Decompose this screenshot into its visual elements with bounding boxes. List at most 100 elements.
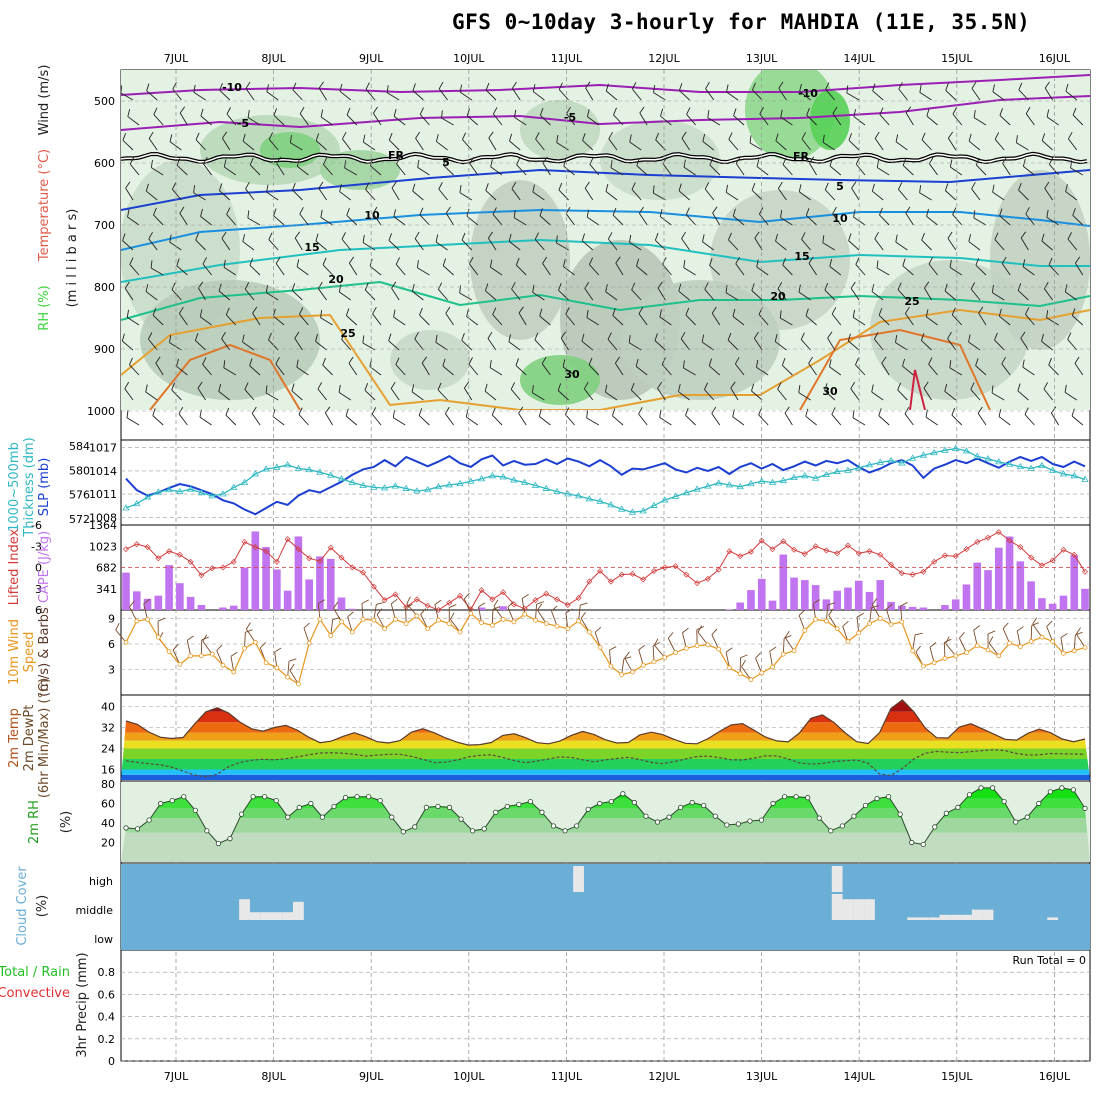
barb-shaft (659, 416, 672, 426)
barb-flag (631, 82, 637, 90)
wind10-point (543, 621, 549, 626)
barb-shaft (178, 413, 188, 426)
wind10-plot (115, 592, 1088, 687)
barb-shaft (376, 614, 386, 629)
wind-barb (781, 357, 793, 376)
date-label-bottom: 11JUL (551, 1070, 583, 1083)
wind10-point (166, 649, 172, 655)
wind-barb (952, 207, 963, 226)
barb-shaft (146, 190, 158, 201)
barb-flag (346, 207, 350, 216)
wind-barb (195, 232, 206, 251)
li-tick-label: -6 (31, 519, 42, 532)
barb-shaft (122, 240, 134, 251)
wind-barb (756, 159, 769, 176)
wind-barb (565, 206, 575, 226)
barb-flag (824, 282, 829, 291)
barb-flag (365, 182, 370, 190)
barb-shaft (621, 658, 625, 675)
barb-flag (292, 82, 297, 90)
ylabel-lifted-index: Lifted Index (7, 528, 22, 605)
barb-shaft (315, 140, 327, 151)
rh2m-point (885, 794, 892, 800)
barb-shaft (442, 265, 454, 276)
barb-flag (1043, 281, 1049, 289)
wind-barb (708, 358, 721, 376)
lifted-index-point (607, 578, 614, 585)
barb-flag (874, 131, 880, 139)
barb-shaft (126, 417, 140, 426)
barb-flag (779, 310, 782, 319)
wind-barb (145, 284, 158, 301)
wind10-point (1039, 634, 1045, 640)
rh2m-point (608, 798, 614, 805)
barb-shaft (968, 140, 981, 151)
wind-barb (487, 331, 497, 351)
lifted-index-point (1049, 557, 1056, 564)
wind-barb (226, 107, 237, 126)
barb-flag (219, 82, 223, 91)
barb-shaft (832, 113, 842, 126)
barb-shaft (878, 314, 890, 326)
rh2m-point (1047, 789, 1053, 795)
rh-band (121, 798, 1090, 809)
barb-shaft (532, 91, 545, 101)
barb-shaft (756, 166, 769, 176)
thickness-point (779, 476, 787, 484)
lifted-index-point (1038, 562, 1045, 569)
barb-flag (615, 356, 620, 364)
barb-shaft (347, 616, 353, 633)
barb-flag (265, 284, 268, 293)
barb-shaft (242, 341, 255, 351)
thickness-point (186, 485, 195, 492)
lifted-index-line (125, 531, 1086, 611)
barb-flag (827, 602, 836, 606)
barb-flag (902, 258, 906, 266)
wind-barb (121, 333, 134, 351)
barb-flag (749, 135, 752, 144)
thickness-point (219, 490, 227, 497)
cape-bar (887, 601, 895, 610)
barb-flag (249, 358, 253, 366)
barb-shaft (417, 166, 430, 176)
rh2m-point (689, 799, 695, 806)
barb-flag (751, 182, 756, 191)
barb-shaft (395, 364, 406, 376)
barb-flag (878, 408, 882, 416)
barb-shaft (782, 164, 793, 176)
wind10-point (414, 613, 420, 619)
cloud-bar-middle (239, 899, 250, 920)
wind-barb (683, 159, 696, 176)
barb-shaft (176, 265, 188, 276)
barb-flag (799, 83, 802, 92)
barb-flag (225, 307, 230, 315)
barb-shaft (1065, 90, 1078, 101)
barb-flag (318, 81, 324, 89)
wind-barb (299, 207, 309, 226)
rh-shaded-region (390, 330, 470, 390)
wind-barb (871, 183, 884, 201)
wind-barb (998, 308, 1011, 326)
cloud-bar-middle (928, 917, 940, 920)
barb-flag (289, 663, 295, 671)
wind-barb (1064, 384, 1078, 401)
wind-barb (653, 84, 666, 101)
wind-barb (999, 108, 1011, 126)
wind-barb (515, 358, 527, 376)
barb-shaft (437, 389, 448, 401)
wind10-barb (638, 644, 645, 666)
barb-shaft (318, 87, 327, 101)
rh2m-point (1070, 787, 1077, 793)
barb-shaft (193, 91, 206, 101)
wind-barb (468, 256, 479, 276)
thickness-point (467, 477, 475, 484)
barb-flag (609, 646, 617, 651)
barb-flag (411, 283, 415, 292)
barb-flag (122, 233, 126, 241)
wind-barb (223, 259, 237, 276)
barb-flag (147, 332, 153, 340)
barb-flag (445, 306, 451, 314)
wind-barb (364, 382, 376, 401)
barb-shaft (707, 117, 721, 126)
wind10-barb (1002, 622, 1010, 644)
